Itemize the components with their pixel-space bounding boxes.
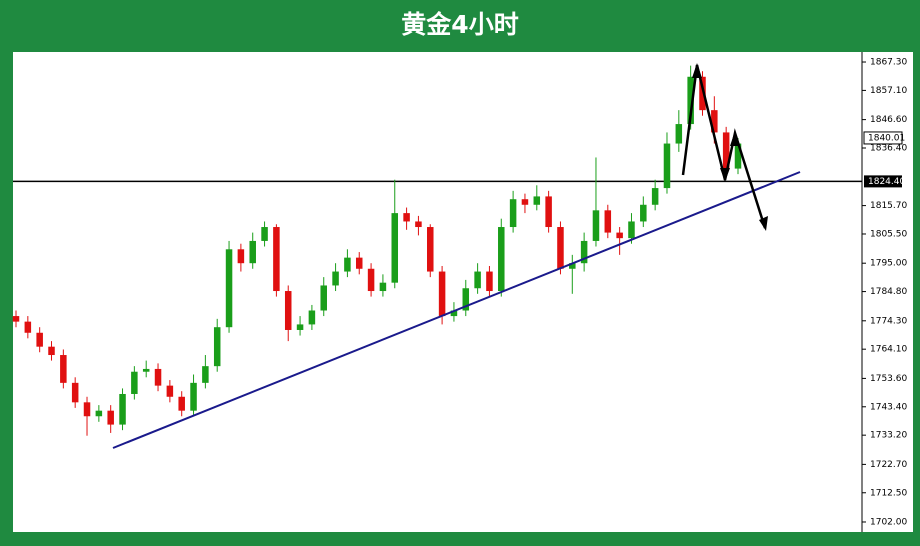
y-tick-label: 1764.10 [870, 345, 907, 355]
candle-body [95, 410, 103, 417]
candle-body [119, 393, 126, 425]
candle-body [332, 271, 339, 286]
candle-body [533, 196, 541, 205]
candle-body [83, 402, 91, 417]
candle-body [415, 221, 422, 228]
candle-body [166, 385, 174, 397]
candle-body [663, 143, 671, 189]
candle-body [308, 310, 316, 325]
y-tick-label: 1702.00 [870, 517, 907, 527]
y-tick-label: 1867.30 [870, 58, 907, 68]
candle-body [486, 271, 493, 292]
trend-line [112, 171, 801, 449]
candle-body [154, 368, 162, 386]
candle-body [521, 199, 529, 205]
candle-body [403, 213, 410, 222]
candle-body [202, 366, 209, 383]
candle-body [722, 132, 730, 169]
candle-body [190, 382, 197, 411]
candle-body [569, 263, 576, 269]
y-tick-label: 1846.60 [870, 115, 907, 125]
candle-body [36, 332, 43, 347]
y-tick-label: 1795.00 [870, 259, 907, 269]
candle-body [367, 268, 375, 292]
candle-body [675, 124, 683, 144]
candle-body [699, 76, 706, 111]
candle-body [498, 227, 505, 292]
y-tick-label: 1784.80 [870, 287, 907, 297]
candle-body [355, 257, 363, 269]
candle-body [391, 213, 399, 283]
candle-body [131, 371, 138, 394]
y-tick-label: 1753.60 [870, 374, 907, 384]
candle-body [628, 221, 635, 239]
candle-body [450, 310, 458, 317]
candle-body [545, 196, 552, 228]
candle-body [261, 227, 268, 241]
y-tick-label: 1836.40 [870, 144, 907, 154]
candle-body [60, 355, 67, 383]
candle-body [107, 410, 114, 425]
candle-body [462, 288, 470, 311]
candle-body [557, 227, 564, 269]
y-tick-label: 1712.50 [870, 488, 907, 498]
y-tick-label: 1857.10 [870, 86, 907, 96]
candle-body [427, 227, 434, 272]
y-tick-label: 1743.40 [870, 402, 907, 412]
candle-body [379, 282, 387, 292]
candle-body [284, 291, 292, 330]
marker-price-label: 1840.01 [868, 133, 905, 143]
current-price-tag [864, 175, 902, 188]
candle-body [592, 210, 600, 241]
candle-body [237, 249, 245, 264]
current-price-label: 1824.40 [868, 177, 905, 187]
marker-price-tag [863, 131, 903, 145]
candle-body [213, 327, 221, 367]
candle-body [344, 257, 351, 272]
candle-body [604, 210, 612, 233]
candle-body [616, 232, 623, 239]
candle-body [296, 324, 304, 330]
candle-body [438, 271, 446, 317]
y-tick-label: 1722.70 [870, 460, 907, 470]
candle-body [225, 249, 233, 328]
chart-title: 黄金4小时 [401, 10, 518, 39]
candle-body [24, 321, 32, 333]
candle-body [687, 76, 694, 125]
y-tick-label: 1733.20 [870, 431, 907, 441]
y-tick-label: 1815.70 [870, 201, 907, 211]
candle-body [249, 240, 256, 264]
candle-body [474, 271, 481, 289]
candle-body [640, 204, 647, 222]
candle-body [734, 143, 742, 169]
candle-body [509, 199, 517, 228]
candle-body [320, 285, 327, 311]
candle-body [273, 227, 280, 292]
candle-body [142, 368, 150, 372]
y-tick-label: 1805.50 [870, 229, 907, 239]
candle-body [178, 396, 185, 411]
candle-body [48, 346, 55, 356]
candle-body [71, 382, 79, 403]
y-tick-label: 1774.30 [870, 316, 907, 326]
candle-body [12, 316, 20, 322]
candle-body [711, 110, 718, 133]
candle-body [580, 240, 588, 264]
candle-body [651, 188, 659, 205]
